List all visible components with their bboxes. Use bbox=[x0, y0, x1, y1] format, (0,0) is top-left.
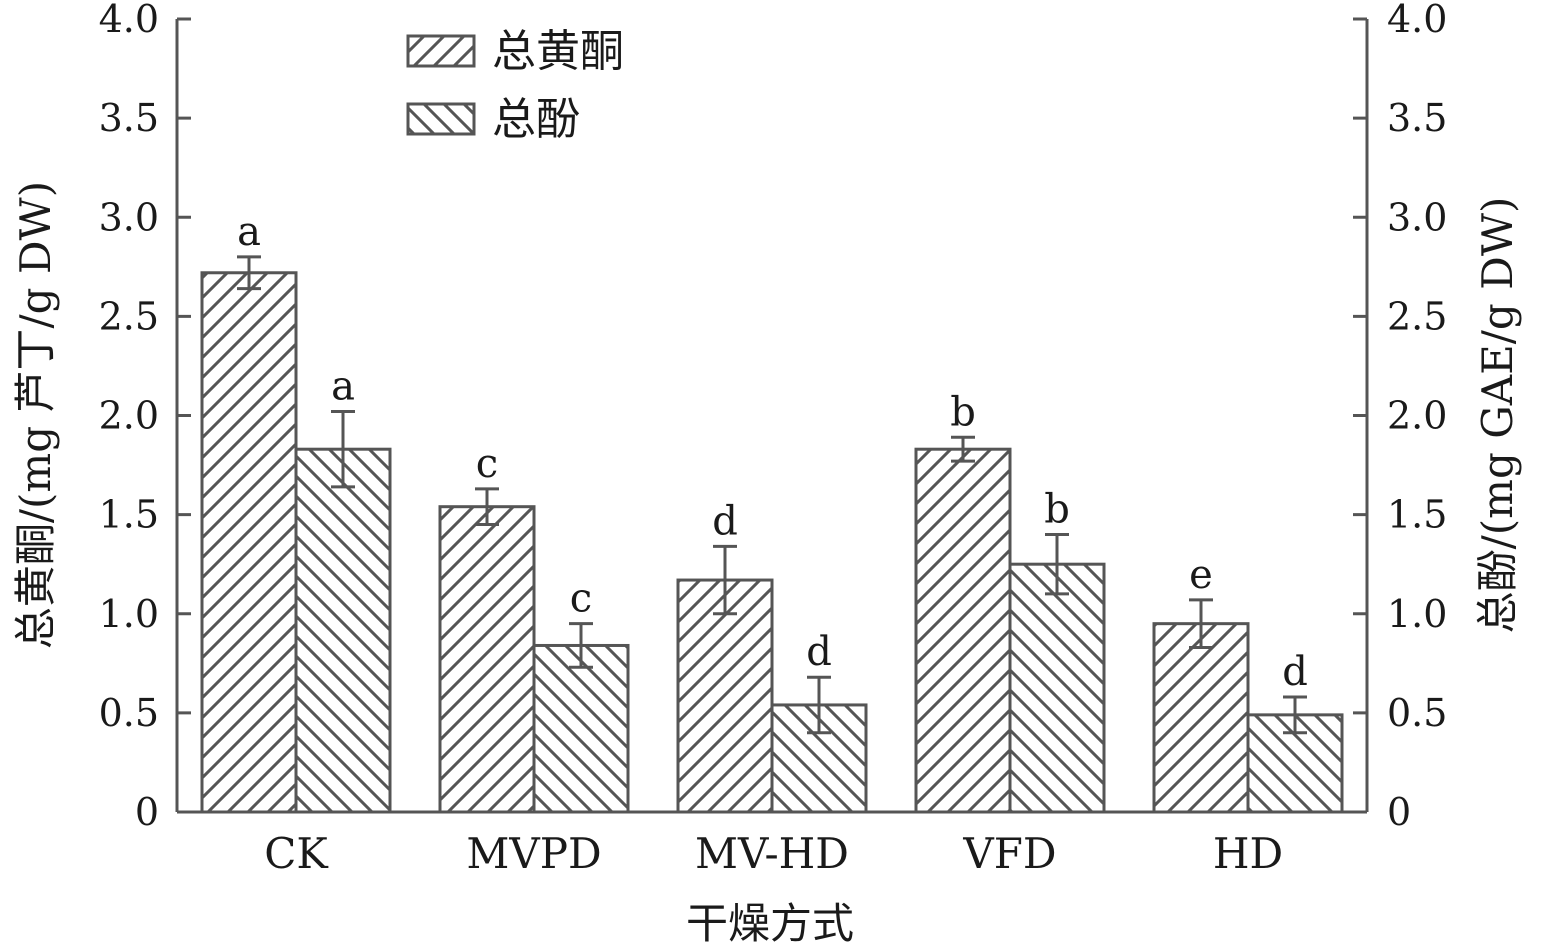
tick-labels-layer: 0 0 0.5 0.5 1.0 1.0 1.5 1.5 2.0 2.0 2.5 2.5 3.0 3.0 3.… bbox=[99, 0, 1448, 834]
bar-flavonoids-vfd bbox=[914, 447, 1012, 814]
bar-flavonoids-mv-hd bbox=[676, 578, 774, 814]
legend-label-flavonoids: 总黄酮 bbox=[492, 26, 624, 77]
y-tick-label-left: 1.0 bbox=[99, 592, 159, 636]
error-bar-phenols-mv-hd bbox=[807, 675, 831, 735]
y-tick-label-right: 0.5 bbox=[1387, 691, 1447, 735]
error-bar-flavonoids-hd bbox=[1189, 598, 1213, 649]
bar-phenols-ck bbox=[294, 447, 392, 814]
legend-swatch-flavonoids bbox=[406, 34, 476, 68]
error-bar-phenols-mvpd bbox=[569, 622, 593, 669]
y-tick-label-right: 3.5 bbox=[1387, 96, 1447, 140]
y-tick-label-right: 3.0 bbox=[1387, 195, 1447, 239]
legend-swatch-phenols bbox=[406, 102, 476, 136]
error-bar-flavonoids-mv-hd bbox=[713, 544, 737, 616]
x-tick-label-ck: CK bbox=[264, 829, 329, 878]
error-bar-phenols-ck bbox=[331, 410, 355, 489]
y-tick-label-right: 1.0 bbox=[1387, 592, 1447, 636]
significance-label-flavonoids-vfd: b bbox=[950, 389, 976, 435]
significance-label-flavonoids-ck: a bbox=[237, 209, 261, 255]
bars-layer bbox=[200, 271, 1344, 814]
significance-label-flavonoids-mvpd: c bbox=[476, 441, 498, 487]
y-tick-label-left: 4.0 bbox=[99, 0, 159, 41]
y-axis-title-right: 总酚/(mg GAE/g DW) bbox=[1473, 197, 1522, 634]
significance-label-phenols-hd: d bbox=[1282, 649, 1308, 695]
y-tick-label-right: 1.5 bbox=[1387, 493, 1447, 537]
y-tick-label-left: 2.5 bbox=[99, 294, 159, 338]
significance-label-phenols-mv-hd: d bbox=[806, 629, 832, 675]
error-bar-flavonoids-ck bbox=[237, 255, 261, 291]
x-tick-label-mv-hd: MV-HD bbox=[695, 829, 849, 878]
y-tick-label-right: 2.0 bbox=[1387, 394, 1447, 438]
x-tick-label-mvpd: MVPD bbox=[466, 829, 601, 878]
x-tick-label-hd: HD bbox=[1213, 829, 1283, 878]
x-tick-label-vfd: VFD bbox=[962, 829, 1056, 878]
bar-phenols-vfd bbox=[1008, 562, 1106, 814]
legend: 总黄酮 总酚 bbox=[406, 26, 624, 145]
y-axis-title-left: 总黄酮/(mg 芦丁/g DW) bbox=[11, 181, 60, 649]
bar-flavonoids-ck bbox=[200, 271, 298, 814]
axes-layer bbox=[175, 17, 1369, 814]
y-tick-label-left: 0 bbox=[135, 790, 159, 834]
significance-labels-layer: a a c c d d b b e d bbox=[237, 209, 1308, 695]
error-bar-flavonoids-vfd bbox=[951, 435, 975, 463]
legend-label-phenols: 总酚 bbox=[492, 94, 580, 145]
error-bars-layer bbox=[237, 255, 1307, 735]
bar-flavonoids-hd bbox=[1152, 622, 1250, 814]
y-tick-label-right: 0 bbox=[1387, 790, 1411, 834]
bar-flavonoids-mvpd bbox=[438, 505, 536, 814]
y-tick-label-left: 3.0 bbox=[99, 195, 159, 239]
bar-phenols-mvpd bbox=[532, 643, 630, 814]
significance-label-flavonoids-mv-hd: d bbox=[712, 498, 738, 544]
category-labels-layer: CK MVPD MV-HD VFD HD bbox=[264, 829, 1283, 878]
significance-label-phenols-vfd: b bbox=[1044, 486, 1070, 532]
y-tick-label-right: 4.0 bbox=[1387, 0, 1447, 41]
error-bar-flavonoids-mvpd bbox=[475, 487, 499, 527]
significance-label-phenols-ck: a bbox=[331, 364, 355, 410]
significance-label-phenols-mvpd: c bbox=[570, 576, 592, 622]
significance-label-flavonoids-hd: e bbox=[1189, 552, 1213, 598]
y-tick-label-right: 2.5 bbox=[1387, 294, 1447, 338]
y-tick-label-left: 2.0 bbox=[99, 394, 159, 438]
y-tick-label-left: 0.5 bbox=[99, 691, 159, 735]
x-axis-title: 干燥方式 bbox=[686, 899, 854, 948]
y-tick-label-left: 3.5 bbox=[99, 96, 159, 140]
error-bar-phenols-vfd bbox=[1045, 532, 1069, 596]
y-tick-label-left: 1.5 bbox=[99, 493, 159, 537]
error-bar-phenols-hd bbox=[1283, 695, 1307, 735]
